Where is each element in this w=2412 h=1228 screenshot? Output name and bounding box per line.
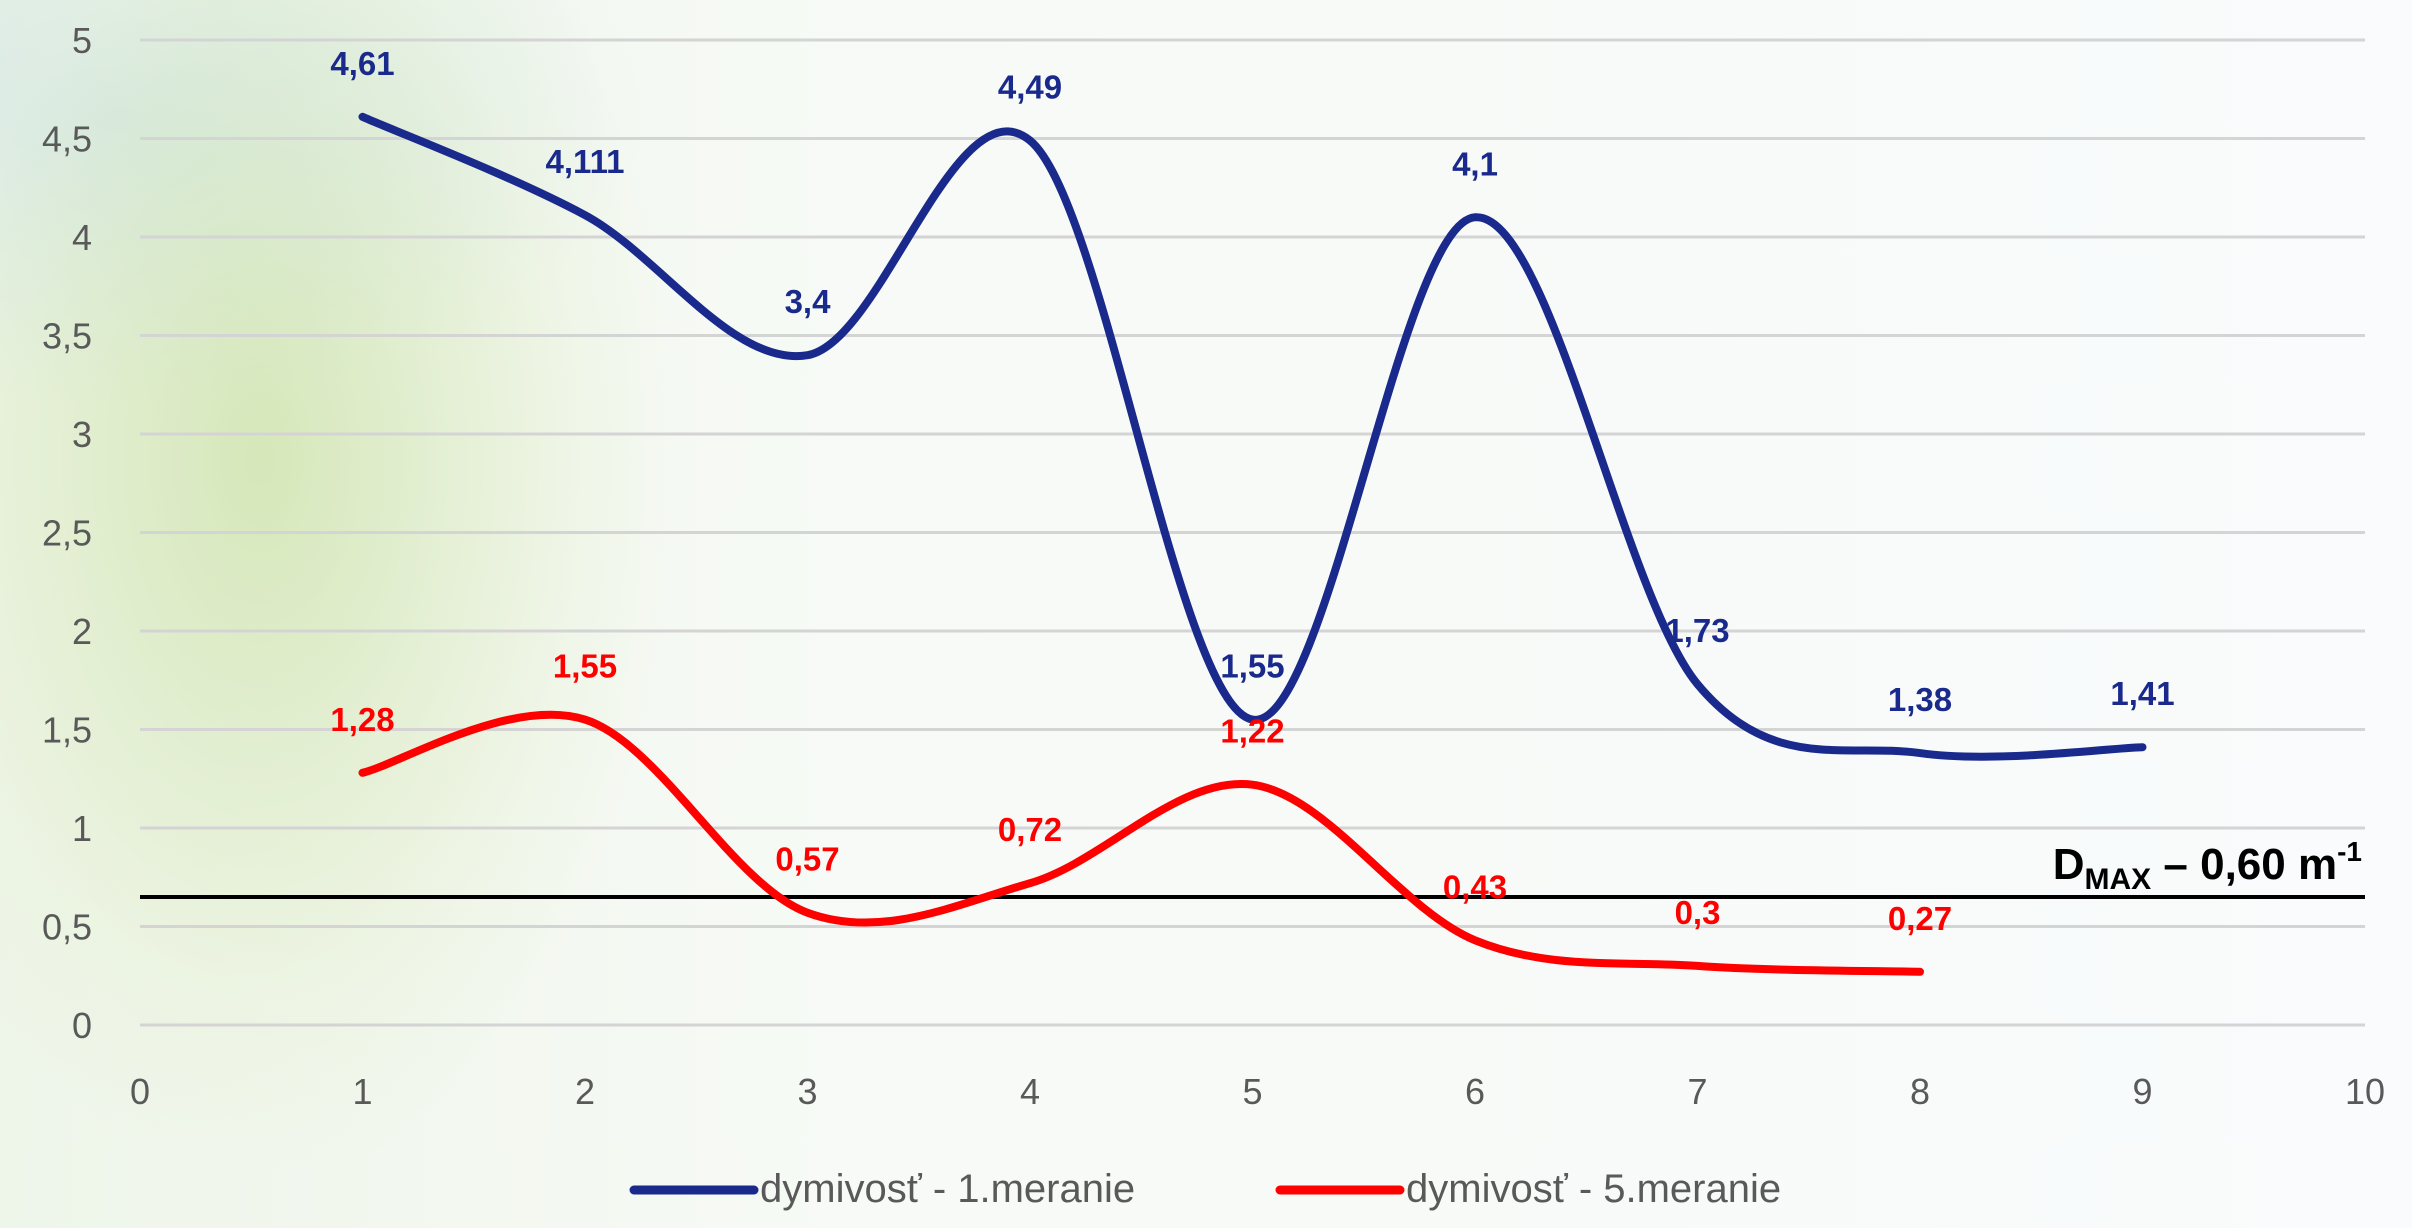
x-tick-label: 7 (1687, 1071, 1707, 1112)
x-tick-label: 9 (2132, 1071, 2152, 1112)
data-label: 1,55 (553, 648, 617, 685)
x-tick-label: 1 (352, 1071, 372, 1112)
y-tick-label: 2,5 (42, 513, 92, 554)
data-label: 0,27 (1888, 900, 1952, 937)
legend-label: dymivosť - 1.meranie (760, 1167, 1135, 1211)
series-line-1 (358, 112, 2147, 761)
y-tick-label: 2 (72, 611, 92, 652)
data-labels: 4,61 4,111 3,4 4,49 1,55 4,1 1,73 1,38 1,41 1,28 1… (330, 45, 2174, 937)
x-tick-label: 4 (1020, 1071, 1040, 1112)
x-tick-label: 2 (575, 1071, 595, 1112)
y-tick-label: 3 (72, 414, 92, 455)
data-label: 4,111 (546, 143, 625, 180)
data-label: 1,28 (330, 701, 394, 738)
data-label: 4,61 (330, 45, 394, 82)
data-label: 0,43 (1443, 868, 1507, 905)
data-label: 0,3 (1675, 894, 1721, 931)
y-tick-label: 4 (72, 217, 92, 258)
x-tick-label: 5 (1242, 1071, 1262, 1112)
data-label: 1,55 (1220, 648, 1284, 685)
y-tick-label: 5 (72, 20, 92, 61)
data-label: 0,72 (998, 811, 1062, 848)
data-label: 4,1 (1452, 145, 1498, 182)
series-lines (358, 112, 2147, 976)
legend: dymivosť - 1.meranie dymivosť - 5.meranie (629, 1167, 1781, 1211)
legend-label: dymivosť - 5.meranie (1406, 1167, 1781, 1211)
y-tick-label: 0 (72, 1005, 92, 1046)
data-label: 4,49 (998, 68, 1062, 105)
x-axis-ticks: 0 1 2 3 4 5 6 7 8 9 10 (130, 1071, 2385, 1112)
data-label: 1,41 (2110, 675, 2174, 712)
y-tick-label: 1,5 (42, 710, 92, 751)
y-axis-ticks: 0 0,5 1 1,5 2 2,5 3 3,5 4 4,5 5 (42, 20, 92, 1046)
y-tick-label: 1 (72, 808, 92, 849)
x-tick-label: 0 (130, 1071, 150, 1112)
data-label: 1,22 (1220, 713, 1284, 750)
y-tick-label: 0,5 (42, 907, 92, 948)
x-tick-label: 10 (2345, 1071, 2385, 1112)
x-tick-label: 8 (1910, 1071, 1930, 1112)
gridlines (140, 38, 2365, 1027)
data-label: 0,57 (775, 841, 839, 878)
reference-line-label: DMAX – 0,60 m-1 (2053, 836, 2362, 896)
x-tick-label: 3 (797, 1071, 817, 1112)
data-label: 3,4 (785, 283, 832, 320)
y-tick-label: 4,5 (42, 119, 92, 160)
data-label: 1,73 (1665, 612, 1729, 649)
y-tick-label: 3,5 (42, 316, 92, 357)
x-tick-label: 6 (1465, 1071, 1485, 1112)
reference-line-group: DMAX – 0,60 m-1 (140, 836, 2365, 899)
data-label: 1,38 (1888, 681, 1952, 718)
series-line-2 (358, 710, 1924, 976)
